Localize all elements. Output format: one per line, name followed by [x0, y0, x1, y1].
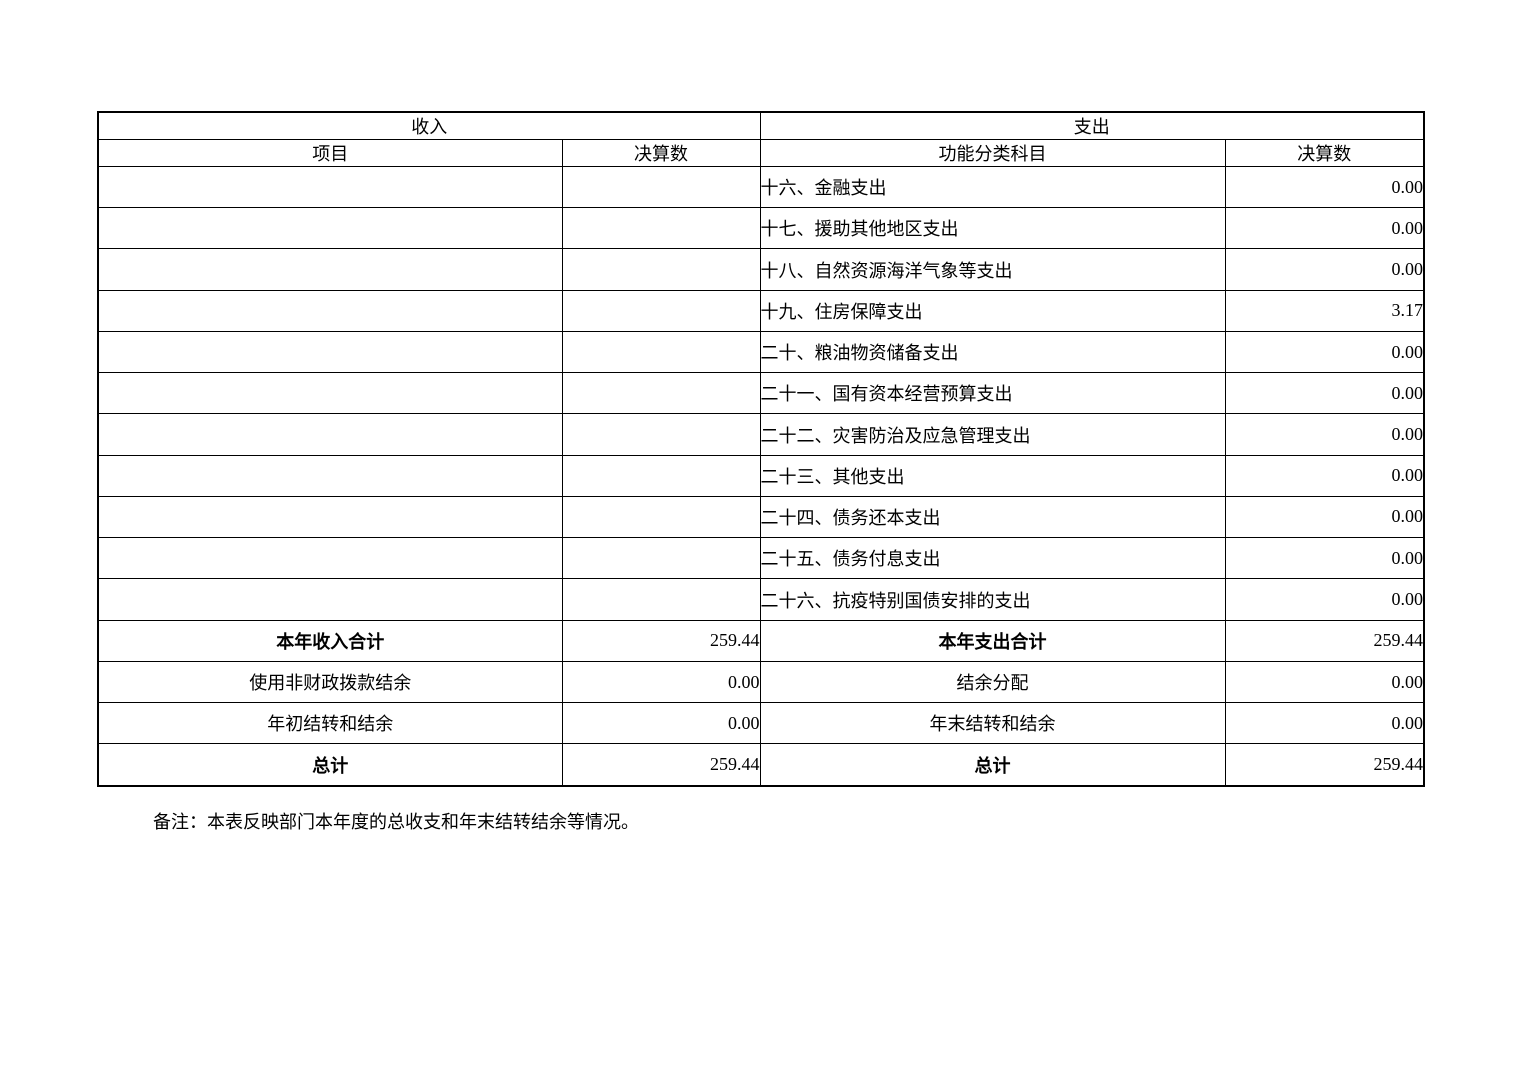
income-amount-cell [561, 454, 761, 497]
expense-amount-cell: 0.00 [1224, 413, 1425, 456]
table-row: 二十一、国有资本经营预算支出 0.00 [97, 372, 1425, 415]
income-amount-cell [561, 207, 761, 250]
income-item-cell [97, 454, 563, 497]
summary-row: 年初结转和结余 0.00 年末结转和结余 0.00 [97, 702, 1425, 745]
expense-item-cell: 十七、援助其他地区支出 [759, 207, 1226, 250]
table-row: 二十四、债务还本支出 0.00 [97, 495, 1425, 539]
expense-item-cell: 二十五、债务付息支出 [759, 537, 1226, 580]
expense-item-cell: 十六、金融支出 [759, 165, 1226, 209]
expense-summary-amount-cell: 259.44 [1224, 743, 1425, 787]
expense-amount-cell: 0.00 [1224, 248, 1425, 291]
income-amount-cell [561, 330, 761, 374]
section-header-row: 收入 支出 [97, 111, 1425, 140]
income-amount-cell [561, 537, 761, 580]
expense-summary-label-cell: 结余分配 [759, 660, 1226, 704]
income-summary-label-cell: 使用非财政拨款结余 [97, 660, 563, 704]
expense-amount-cell: 0.00 [1224, 330, 1425, 374]
expense-summary-amount-cell: 0.00 [1224, 660, 1425, 704]
expense-summary-label-cell: 总计 [759, 743, 1226, 787]
table-row: 二十五、债务付息支出 0.00 [97, 537, 1425, 580]
table-row: 十九、住房保障支出 3.17 [97, 289, 1425, 332]
summary-row: 总计 259.44 总计 259.44 [97, 743, 1425, 787]
table-row: 十七、援助其他地区支出 0.00 [97, 207, 1425, 250]
expense-amount-cell: 0.00 [1224, 207, 1425, 250]
income-item-cell [97, 495, 563, 539]
expense-item-cell: 十九、住房保障支出 [759, 289, 1226, 332]
expense-summary-label-cell: 年末结转和结余 [759, 702, 1226, 745]
income-item-cell [97, 289, 563, 332]
income-amount-cell [561, 248, 761, 291]
table-row: 十六、金融支出 0.00 [97, 165, 1425, 209]
income-item-cell [97, 207, 563, 250]
footnote-text: 备注：本表反映部门本年度的总收支和年末结转结余等情况。 [153, 812, 639, 832]
income-summary-amount-cell: 259.44 [561, 743, 761, 787]
column-header-row: 项目 决算数 功能分类科目 决算数 [97, 139, 1425, 167]
expense-amount-cell: 0.00 [1224, 537, 1425, 580]
expense-summary-amount-cell: 0.00 [1224, 702, 1425, 745]
income-summary-label-cell: 年初结转和结余 [97, 702, 563, 745]
income-item-cell [97, 578, 563, 621]
income-summary-label-cell: 本年收入合计 [97, 619, 563, 662]
income-amount-cell [561, 165, 761, 209]
expense-item-cell: 二十四、债务还本支出 [759, 495, 1226, 539]
expense-item-cell: 二十三、其他支出 [759, 454, 1226, 497]
income-item-cell [97, 330, 563, 374]
col-header-expense-amount: 决算数 [1224, 139, 1425, 167]
income-amount-cell [561, 495, 761, 539]
expense-amount-cell: 0.00 [1224, 454, 1425, 497]
col-header-income-amount: 决算数 [561, 139, 761, 167]
col-header-expense-item: 功能分类科目 [759, 139, 1226, 167]
budget-summary-table: 收入 支出 项目 决算数 功能分类科目 决算数 十六、金融支出 0.00 十七、… [97, 111, 1425, 787]
income-item-cell [97, 372, 563, 415]
income-summary-amount-cell: 0.00 [561, 660, 761, 704]
income-amount-cell [561, 413, 761, 456]
expense-summary-label-cell: 本年支出合计 [759, 619, 1226, 662]
expense-amount-cell: 0.00 [1224, 578, 1425, 621]
summary-row: 本年收入合计 259.44 本年支出合计 259.44 [97, 619, 1425, 662]
expense-summary-amount-cell: 259.44 [1224, 619, 1425, 662]
income-item-cell [97, 165, 563, 209]
summary-row: 使用非财政拨款结余 0.00 结余分配 0.00 [97, 660, 1425, 704]
table-row: 十八、自然资源海洋气象等支出 0.00 [97, 248, 1425, 291]
table-row: 二十二、灾害防治及应急管理支出 0.00 [97, 413, 1425, 456]
summary-rows-body: 本年收入合计 259.44 本年支出合计 259.44 使用非财政拨款结余 0.… [97, 619, 1425, 787]
expense-item-cell: 十八、自然资源海洋气象等支出 [759, 248, 1226, 291]
expense-item-cell: 二十二、灾害防治及应急管理支出 [759, 413, 1226, 456]
income-summary-amount-cell: 259.44 [561, 619, 761, 662]
col-header-income-item: 项目 [97, 139, 563, 167]
income-summary-label-cell: 总计 [97, 743, 563, 787]
income-item-cell [97, 413, 563, 456]
table-row: 二十、粮油物资储备支出 0.00 [97, 330, 1425, 374]
income-amount-cell [561, 289, 761, 332]
expense-amount-cell: 0.00 [1224, 372, 1425, 415]
income-amount-cell [561, 372, 761, 415]
income-section-header: 收入 [97, 111, 761, 140]
table-row: 二十六、抗疫特别国债安排的支出 0.00 [97, 578, 1425, 621]
income-summary-amount-cell: 0.00 [561, 702, 761, 745]
table-row: 二十三、其他支出 0.00 [97, 454, 1425, 497]
expense-item-cell: 二十一、国有资本经营预算支出 [759, 372, 1226, 415]
footnote: 备注：本表反映部门本年度的总收支和年末结转结余等情况。 [153, 808, 639, 834]
expense-item-cell: 二十、粮油物资储备支出 [759, 330, 1226, 374]
expense-section-header: 支出 [759, 111, 1425, 140]
expense-amount-cell: 0.00 [1224, 165, 1425, 209]
data-rows-body: 十六、金融支出 0.00 十七、援助其他地区支出 0.00 十八、自然资源海洋气… [97, 165, 1425, 621]
expense-amount-cell: 3.17 [1224, 289, 1425, 332]
income-amount-cell [561, 578, 761, 621]
expense-amount-cell: 0.00 [1224, 495, 1425, 539]
income-item-cell [97, 537, 563, 580]
income-item-cell [97, 248, 563, 291]
expense-item-cell: 二十六、抗疫特别国债安排的支出 [759, 578, 1226, 621]
